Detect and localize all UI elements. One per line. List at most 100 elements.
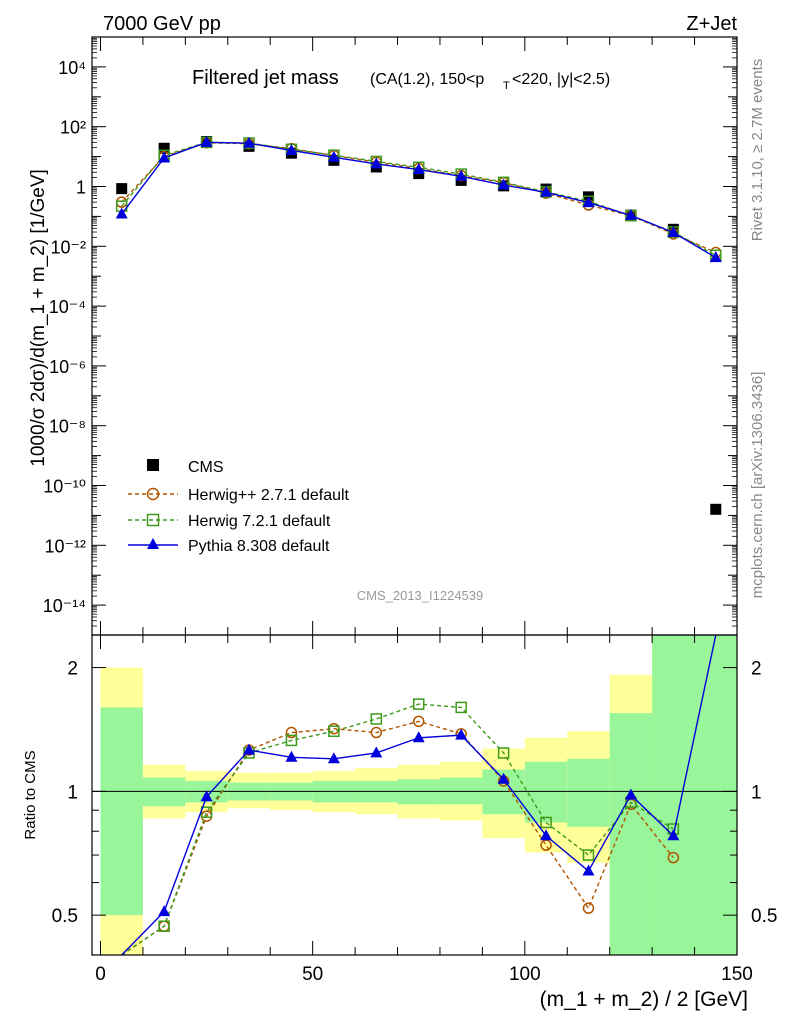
ratio-band-inner-14 xyxy=(694,635,737,955)
ratio-point-0-7 xyxy=(412,715,425,728)
chart-subtitle-part1: (CA(1.2), 150<p xyxy=(370,71,484,88)
top-line-series-1 xyxy=(121,142,717,254)
top-y-tick-label: 10⁻¹⁰ xyxy=(43,477,86,497)
ratio-point-2-2 xyxy=(200,790,213,802)
ratio-point-1-9 xyxy=(497,747,510,759)
legend-marker-herwig7 xyxy=(146,513,160,527)
top-point-series-0-14 xyxy=(710,503,722,515)
ratio-point-1-7 xyxy=(412,698,425,710)
legend: CMS Herwig++ 2.7.1 default Herwig 7.2.1 … xyxy=(128,459,350,555)
top-point-series-3-7 xyxy=(412,163,425,175)
top-point-series-0-0 xyxy=(116,183,128,195)
top-y-tick-label: 10⁴ xyxy=(58,58,86,78)
chart-subtitle-part2: <220, |y|<2.5) xyxy=(512,71,610,88)
top-y-tick-label: 10⁻¹⁴ xyxy=(43,596,86,616)
legend-marker-pythia xyxy=(147,538,159,549)
ratio-y-tick-label: 1 xyxy=(67,782,78,803)
ratio-point-2-7 xyxy=(412,731,425,743)
top-point-series-3-3 xyxy=(243,136,256,148)
top-point-series-3-5 xyxy=(327,150,340,162)
top-point-series-3-9 xyxy=(497,178,510,190)
top-point-series-3-12 xyxy=(624,208,637,220)
top-point-series-3-13 xyxy=(667,225,680,237)
ratio-point-0-13 xyxy=(667,851,680,864)
rivet-version-label: Rivet 3.1.10, ≥ 2.7M events xyxy=(749,59,766,242)
y-axis-label-top: 1000/σ 2dσ)/d(m_1 + m_2) [1/GeV] xyxy=(28,169,49,467)
chart-title: Filtered jet mass xyxy=(192,67,339,89)
top-y-tick-label: 10⁻⁴ xyxy=(49,297,86,317)
x-tick-label: 50 xyxy=(302,964,323,985)
x-tick-label: 150 xyxy=(721,964,753,985)
ratio-point-2-10 xyxy=(540,829,553,841)
legend-item-pythia: Pythia 8.308 default xyxy=(128,538,330,555)
ratio-point-2-3 xyxy=(243,743,256,755)
axes: 10⁴ 10² 1 10⁻² 10⁻⁴ 10⁻⁶ 10⁻⁸ 10⁻¹⁰ 10⁻¹² 10⁻¹⁴ 0 5… xyxy=(43,36,777,985)
top-point-series-3-4 xyxy=(285,143,298,155)
ratio-band-inner-11 xyxy=(567,758,610,827)
ratio-y-tick-label: 0.5 xyxy=(52,906,78,927)
top-y-tick-label: 10² xyxy=(60,118,86,138)
ratio-plot xyxy=(121,634,717,956)
top-point-series-3-2 xyxy=(200,135,213,147)
top-y-tick-label: 1 xyxy=(76,178,86,198)
top-y-tick-label: 10⁻² xyxy=(50,237,86,257)
ratio-line-0 xyxy=(121,720,674,956)
top-line-series-2 xyxy=(121,141,717,256)
ratio-band-inner-12 xyxy=(609,713,653,955)
ratio-point-0-11 xyxy=(582,902,595,914)
top-point-series-3-1 xyxy=(158,151,171,163)
legend-item-cms: CMS xyxy=(147,459,224,476)
legend-item-herwigpp: Herwig++ 2.7.1 default xyxy=(128,487,350,504)
ratio-point-2-11 xyxy=(582,864,595,876)
ratio-point-0-6 xyxy=(370,726,383,739)
ratio-point-1-6 xyxy=(370,713,383,725)
ratio-point-1-1 xyxy=(158,920,170,932)
legend-label-herwig7: Herwig 7.2.1 default xyxy=(188,513,331,530)
ratio-point-1-11 xyxy=(582,849,595,861)
watermark: CMS_2013_I1224539 xyxy=(357,588,484,603)
ratio-point-1-4 xyxy=(285,734,298,747)
ratio-bands xyxy=(92,635,737,955)
ratio-line-1 xyxy=(121,703,674,956)
ratio-point-2-1 xyxy=(158,905,171,917)
ratio-point-1-8 xyxy=(455,701,467,714)
ratio-band-inner-0 xyxy=(100,707,143,916)
ratio-y-tick-label-right: 1 xyxy=(751,782,762,803)
top-point-series-3-11 xyxy=(582,196,595,208)
ratio-point-1-10 xyxy=(540,816,552,829)
top-point-series-0-1 xyxy=(158,142,170,154)
top-y-tick-label: 10⁻⁶ xyxy=(49,357,86,377)
ratio-band-inner-10 xyxy=(524,761,568,823)
header-right: Z+Jet xyxy=(686,13,737,35)
header-left: 7000 GeV pp xyxy=(103,13,221,35)
ratio-point-2-5 xyxy=(327,752,340,764)
legend-label-pythia: Pythia 8.308 default xyxy=(188,538,330,555)
ratio-point-0-4 xyxy=(285,726,298,739)
legend-item-herwig7: Herwig 7.2.1 default xyxy=(128,513,331,530)
top-point-series-3-8 xyxy=(455,169,468,181)
ratio-point-2-4 xyxy=(285,750,298,762)
upper-plot xyxy=(115,135,722,515)
ratio-y-tick-label-right: 2 xyxy=(751,659,762,680)
ratio-point-2-6 xyxy=(370,746,383,758)
top-point-series-3-10 xyxy=(540,185,553,197)
mcplots-label: mcplots.cern.ch [arXiv:1306.3436] xyxy=(749,372,766,599)
top-y-tick-label: 10⁻⁸ xyxy=(49,417,86,437)
ratio-plot-frame xyxy=(91,634,738,956)
legend-marker-cms xyxy=(147,459,159,471)
top-y-tick-label: 10⁻¹² xyxy=(44,536,86,556)
ratio-band-inner-1 xyxy=(142,777,186,807)
chart-subtitle-subscript: T xyxy=(503,80,510,92)
x-tick-label: 100 xyxy=(509,964,541,985)
legend-label-herwigpp: Herwig++ 2.7.1 default xyxy=(188,487,350,504)
top-line-series-3 xyxy=(121,141,717,259)
top-point-series-3-14 xyxy=(709,251,722,263)
ratio-point-1-5 xyxy=(328,725,340,738)
legend-marker-herwigpp xyxy=(146,487,160,501)
top-point-series-3-0 xyxy=(115,207,128,219)
ratio-point-2-8 xyxy=(455,728,468,740)
ratio-y-tick-label: 2 xyxy=(67,659,78,680)
ratio-band-inner-13 xyxy=(652,635,695,955)
ratio-y-tick-label-right: 0.5 xyxy=(751,906,777,927)
